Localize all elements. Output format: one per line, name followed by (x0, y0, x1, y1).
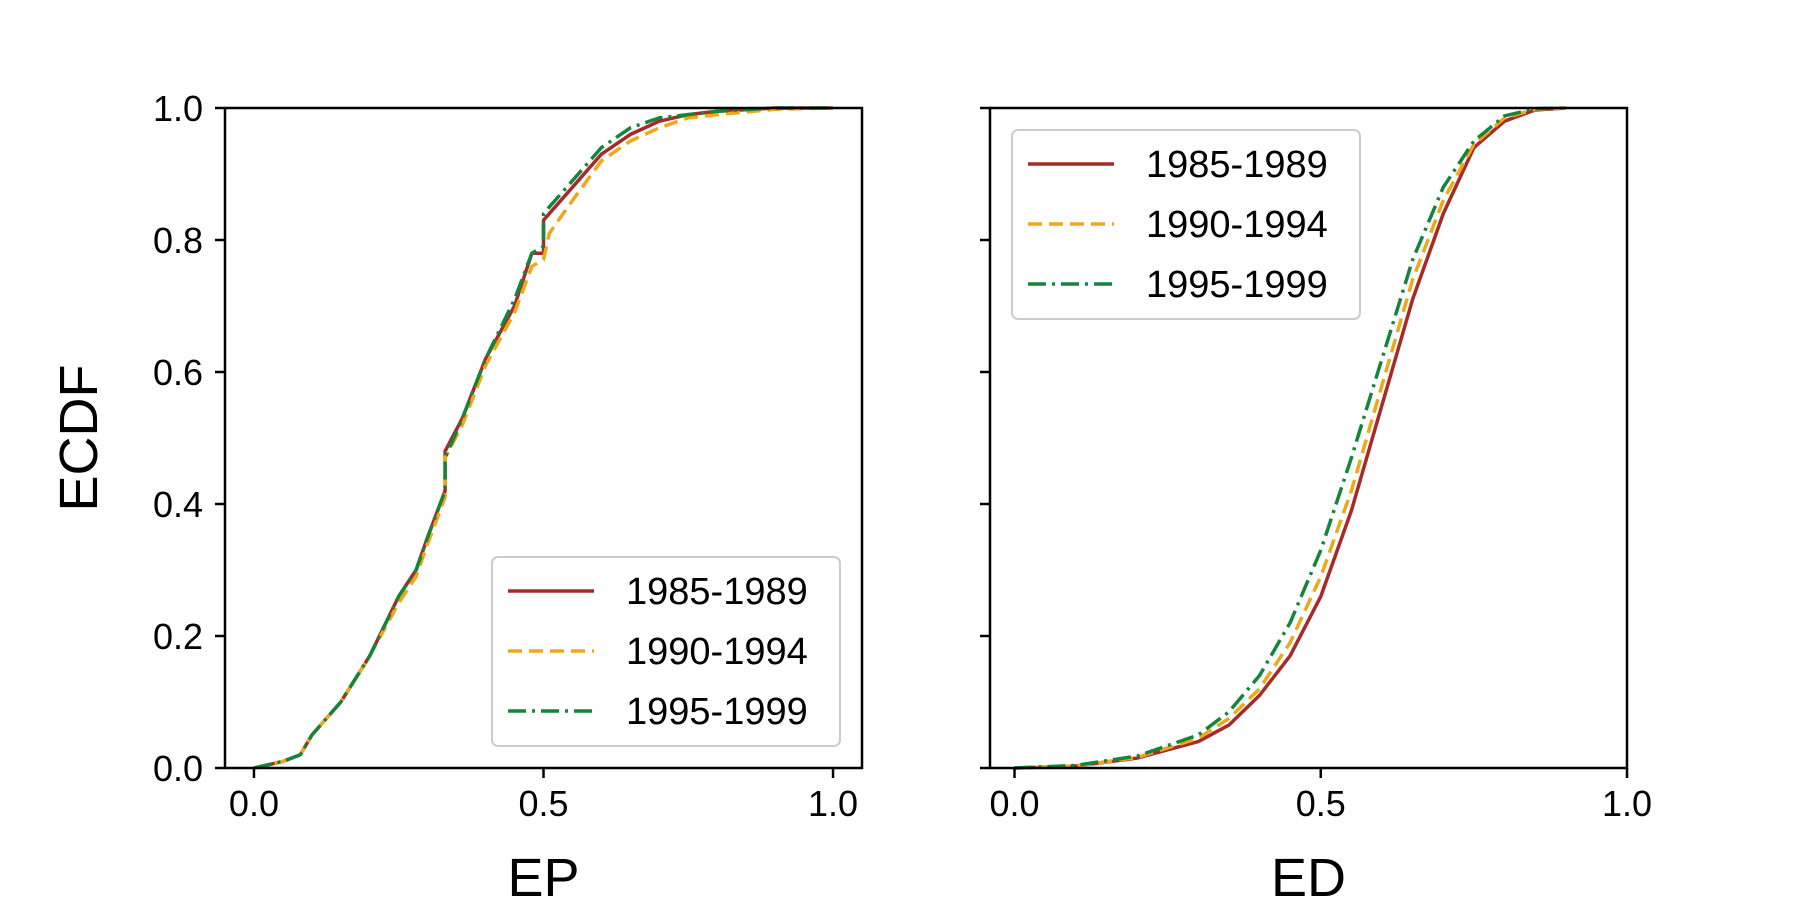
legend: 1985-1989 1990-1994 1995-1999 (491, 556, 841, 747)
x-tick-label: 0.0 (229, 783, 279, 824)
legend-label-3: 1995-1999 (1146, 264, 1328, 306)
legend-box (491, 556, 841, 747)
y-tick-label: 0.4 (153, 484, 203, 525)
legend-label-1: 1985-1989 (1146, 144, 1328, 186)
y-tick-label: 0.6 (153, 352, 203, 393)
legend-box (1011, 129, 1361, 320)
plot-frame (988, 106, 1629, 770)
series-line-3 (1014, 106, 1566, 770)
panel-1: 0.0 0.5 1.0 0.0 0.2 0.4 0.6 0.8 1.0 EP ECDF 1985-19… (49, 88, 864, 900)
panel-2: 0.0 0.5 1.0 ED 1985-1989 1990-1994 1995-1999 (980, 106, 1652, 900)
x-tick-label: 0.5 (1296, 783, 1346, 824)
legend-label-3: 1995-1999 (626, 691, 808, 733)
y-tick-label: 0.2 (153, 616, 203, 657)
y-tick-label: 0.8 (153, 220, 203, 261)
y-tick-label: 0.0 (153, 748, 203, 789)
x-tick-label: 0.0 (989, 783, 1039, 824)
x-axis-title: ED (1271, 848, 1346, 900)
legend: 1985-1989 1990-1994 1995-1999 (1011, 129, 1361, 320)
legend-label-2: 1990-1994 (1146, 204, 1328, 246)
y-axis-title: ECDF (49, 365, 109, 512)
x-axis-title: EP (507, 848, 579, 900)
y-tick-label: 1.0 (153, 88, 203, 129)
x-tick-label: 1.0 (808, 783, 858, 824)
x-tick-label: 1.0 (1602, 783, 1652, 824)
x-tick-label: 0.5 (518, 783, 568, 824)
legend-label-2: 1990-1994 (626, 631, 808, 673)
series-line-2 (1014, 106, 1566, 770)
series-line-3 (253, 106, 833, 770)
legend-label-1: 1985-1989 (626, 571, 808, 613)
series-line-1 (1014, 106, 1566, 770)
